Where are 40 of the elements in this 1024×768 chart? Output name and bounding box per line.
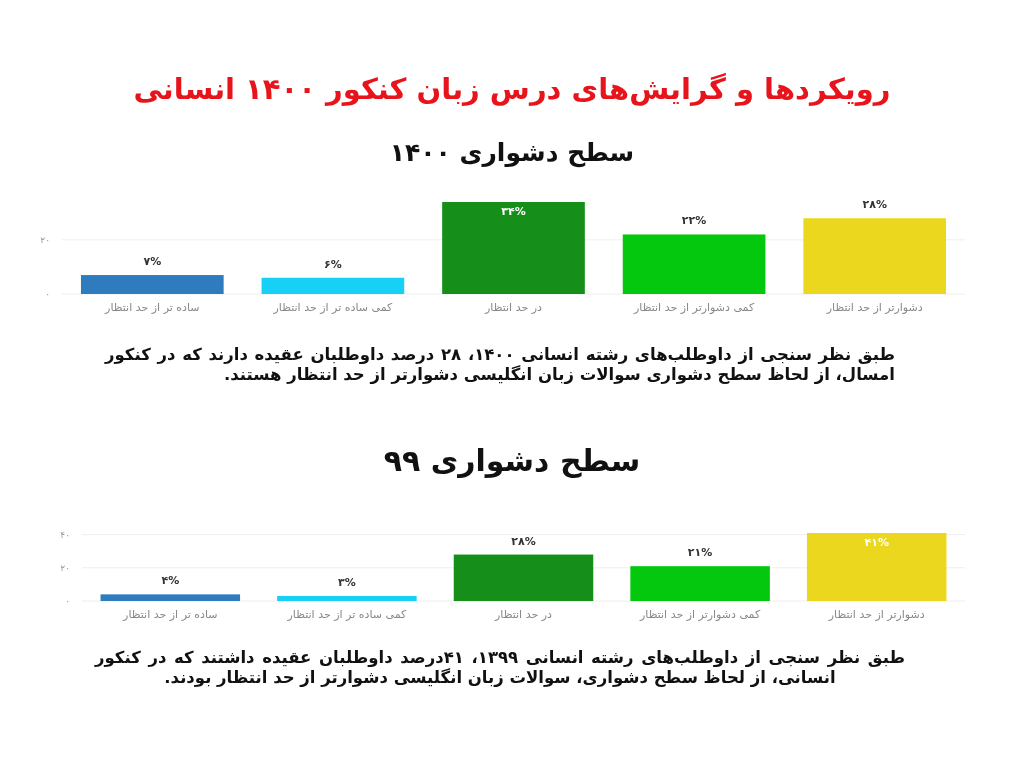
x-tick-label: ساده تر از حد انتظار <box>122 608 218 621</box>
y-tick-label: ۰ <box>65 596 70 606</box>
x-tick-label: کمی ساده تر از حد انتظار <box>286 608 407 621</box>
x-tick-label: کمی ساده تر از حد انتظار <box>272 301 393 314</box>
bar <box>803 218 947 294</box>
bar <box>806 533 947 601</box>
data-label: ۲۲% <box>681 214 707 228</box>
data-label: ۶% <box>324 257 342 271</box>
data-label: ۳% <box>338 576 356 590</box>
x-tick-label: در حد انتظار <box>484 301 543 314</box>
y-tick-label: ۰ <box>45 289 50 299</box>
x-tick-label: در حد انتظار <box>494 608 553 621</box>
chart-subtitle: سطح دشواری ۱۴۰۰ <box>388 138 636 167</box>
bar <box>277 596 417 601</box>
bar <box>630 566 770 601</box>
bar <box>442 202 585 294</box>
bar <box>622 234 766 294</box>
x-tick-label: دشوارتر از حد انتظار <box>825 301 923 314</box>
x-tick-label: ساده تر از حد انتظار <box>104 301 200 314</box>
data-label: ۷% <box>143 255 162 269</box>
data-label: ۲۸% <box>862 198 887 212</box>
data-label: ۲۱% <box>687 546 713 560</box>
bar <box>453 554 594 601</box>
y-tick-label: ۴۰ <box>60 529 70 540</box>
data-label: ۳۴% <box>501 205 526 218</box>
x-tick-label: کمی دشوارتر از حد انتظار <box>633 301 755 314</box>
bar <box>100 594 241 601</box>
chart-title: سطح دشواری ۹۹ <box>382 443 642 478</box>
data-label: ۲۸% <box>511 534 536 548</box>
bar <box>80 275 224 294</box>
bar <box>261 277 405 294</box>
text: طبق نظر سنجی از داوطلب‌های رشته انسانی ۱۴۰۰، ۲۸ درصد داوطلبان عقیده دارند که در کنکور امسال، از لحاظ سطح دشواری سوالات زبان انگلیسی دشوارتر از حد انتظار هستند. <box>105 345 896 385</box>
y-tick-label: ۲۰ <box>60 562 70 573</box>
data-label: ۴۱% <box>864 536 889 549</box>
chart-title: رویکردها و گرایش‌های درس زبان کنکور ۱۴۰۰ انسانی <box>132 72 892 106</box>
data-label: ۴% <box>161 574 180 588</box>
x-tick-label: کمی دشوارتر از حد انتظار <box>639 608 761 621</box>
x-tick-label: دشوارتر از حد انتظار <box>827 608 925 621</box>
y-tick-label: ۲۰ <box>40 234 50 245</box>
text: طبق نظر سنجی از داوطلب‌های رشته انسانی ۱۳۹۹، ۴۱درصد داوطلبان عقیده داشتند که در کنکور انسانی، از لحاظ سطح دشواری، سوالات زبان انگلیسی دشوارتر از حد انتظار بودند. <box>95 648 906 688</box>
